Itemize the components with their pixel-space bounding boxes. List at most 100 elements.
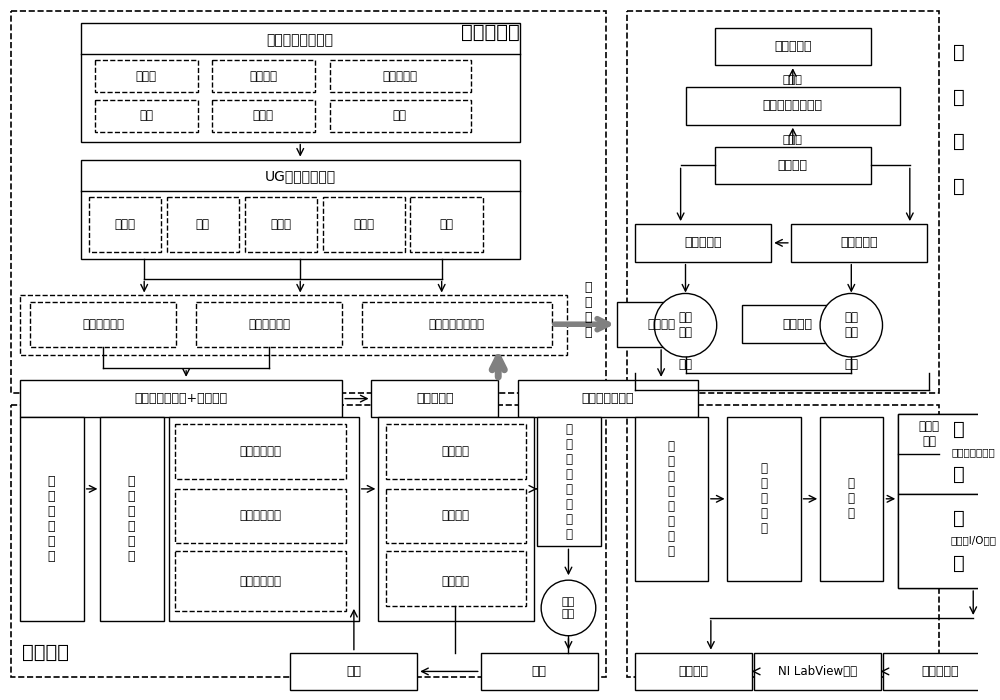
Bar xyxy=(754,652,881,690)
Text: 轴承有限元分析+等效原理: 轴承有限元分析+等效原理 xyxy=(135,392,228,405)
Bar xyxy=(212,100,315,132)
Text: 数据采集: 数据采集 xyxy=(678,665,708,678)
Bar xyxy=(378,417,534,621)
Text: 传动齿轮: 传动齿轮 xyxy=(249,70,277,83)
Bar xyxy=(100,417,164,621)
Bar xyxy=(175,552,346,611)
Bar xyxy=(386,489,526,543)
Text: 平衡器: 平衡器 xyxy=(253,109,274,122)
Bar xyxy=(635,417,708,581)
Bar xyxy=(81,160,520,259)
Text: 整流模块: 整流模块 xyxy=(783,318,813,330)
Bar xyxy=(898,494,1000,588)
Text: UG建立三维模型: UG建立三维模型 xyxy=(265,169,336,183)
Bar xyxy=(883,652,998,690)
Text: 测: 测 xyxy=(953,420,964,439)
Bar xyxy=(386,424,526,479)
Text: 加载
电机: 加载 电机 xyxy=(562,597,575,619)
Circle shape xyxy=(654,293,717,357)
Bar xyxy=(81,22,520,141)
Bar xyxy=(30,302,176,347)
Text: 加载装置: 加载装置 xyxy=(22,643,69,662)
Text: 控: 控 xyxy=(953,43,964,62)
Text: 数据采
集卡: 数据采 集卡 xyxy=(919,420,940,448)
Bar xyxy=(11,10,606,393)
Text: 飞轮: 飞轮 xyxy=(139,109,153,122)
Bar xyxy=(627,405,939,678)
Text: 实验台电机选型: 实验台电机选型 xyxy=(581,392,634,405)
Text: 制: 制 xyxy=(953,88,964,106)
Text: 系: 系 xyxy=(953,509,964,528)
Bar xyxy=(11,405,606,678)
Bar xyxy=(635,652,752,690)
Bar xyxy=(89,197,161,252)
Bar xyxy=(330,100,471,132)
Text: 轴
承
受
力
曲
线: 轴 承 受 力 曲 线 xyxy=(48,475,55,563)
Bar xyxy=(95,60,198,92)
Text: 设计实验台: 设计实验台 xyxy=(461,23,520,42)
Text: 运动副: 运动副 xyxy=(114,218,135,230)
Text: 第二变频器: 第二变频器 xyxy=(840,237,878,249)
Text: 轴
承
座: 轴 承 座 xyxy=(848,477,855,520)
Text: 滑块: 滑块 xyxy=(393,109,407,122)
Text: 加载
电机: 加载 电机 xyxy=(844,312,858,340)
Text: 传动轴: 传动轴 xyxy=(136,70,157,83)
Bar xyxy=(290,652,417,690)
Bar xyxy=(617,302,705,347)
Bar xyxy=(791,224,927,262)
Text: 变载: 变载 xyxy=(844,358,858,372)
Bar xyxy=(537,417,601,547)
Bar xyxy=(20,380,342,417)
Text: 油缸: 油缸 xyxy=(532,665,547,678)
Text: 统: 统 xyxy=(953,554,964,573)
Text: 等比例缩小: 等比例缩小 xyxy=(416,392,454,405)
Text: 可编程逻辑控制器: 可编程逻辑控制器 xyxy=(763,99,823,113)
Text: 驱动: 驱动 xyxy=(440,218,454,230)
Bar xyxy=(20,417,84,621)
Text: 驱动
电机: 驱动 电机 xyxy=(679,312,693,340)
Bar xyxy=(330,60,471,92)
Text: 以太网: 以太网 xyxy=(783,134,803,145)
Text: 变速: 变速 xyxy=(679,358,693,372)
Bar xyxy=(362,302,552,347)
Bar xyxy=(727,417,801,581)
Text: 摩擦: 摩擦 xyxy=(196,218,210,230)
Bar xyxy=(898,414,1000,588)
Bar xyxy=(175,424,346,479)
Bar xyxy=(715,146,871,184)
Text: 设
计
加
速
试
验: 设 计 加 速 试 验 xyxy=(128,475,135,563)
Bar xyxy=(245,197,317,252)
Text: 输出扭矩: 输出扭矩 xyxy=(647,318,675,330)
Bar xyxy=(686,87,900,125)
Bar xyxy=(715,27,871,65)
Text: 比
较
验
证: 比 较 验 证 xyxy=(584,281,592,340)
Text: 第一工控机: 第一工控机 xyxy=(774,40,812,53)
Text: 失效分布统一: 失效分布统一 xyxy=(239,575,281,588)
Text: 夹具: 夹具 xyxy=(346,665,361,678)
Text: 可
编
程
逻
辑
控
制
器: 可 编 程 逻 辑 控 制 器 xyxy=(565,423,572,541)
Text: 模拟量输入模块: 模拟量输入模块 xyxy=(951,447,995,457)
Text: 系: 系 xyxy=(953,132,964,151)
Text: 试: 试 xyxy=(953,465,964,484)
Text: 确
定
多
源
信
号
种
类: 确 定 多 源 信 号 种 类 xyxy=(667,440,674,558)
Bar xyxy=(196,302,342,347)
Bar xyxy=(410,197,483,252)
Text: 控制单元: 控制单元 xyxy=(778,159,808,172)
Text: 加载方式: 加载方式 xyxy=(441,444,469,458)
Text: 压力机主传动系统: 压力机主传动系统 xyxy=(267,34,334,48)
Bar xyxy=(386,552,526,606)
Text: 失效机理一致: 失效机理一致 xyxy=(239,444,281,458)
Bar xyxy=(212,60,315,92)
Text: 传
感
器
选
型: 传 感 器 选 型 xyxy=(760,462,767,536)
Text: 轴承速度曲线: 轴承速度曲线 xyxy=(82,318,124,330)
Bar xyxy=(742,305,854,343)
Circle shape xyxy=(541,580,596,636)
Text: 第一变频器: 第一变频器 xyxy=(684,237,722,249)
Text: 加载位置: 加载位置 xyxy=(441,509,469,522)
Text: 第二工控机: 第二工控机 xyxy=(921,665,959,678)
Text: 以太网: 以太网 xyxy=(783,75,803,85)
Bar xyxy=(635,224,771,262)
Bar xyxy=(169,417,359,621)
Bar xyxy=(481,652,598,690)
Bar xyxy=(371,380,498,417)
